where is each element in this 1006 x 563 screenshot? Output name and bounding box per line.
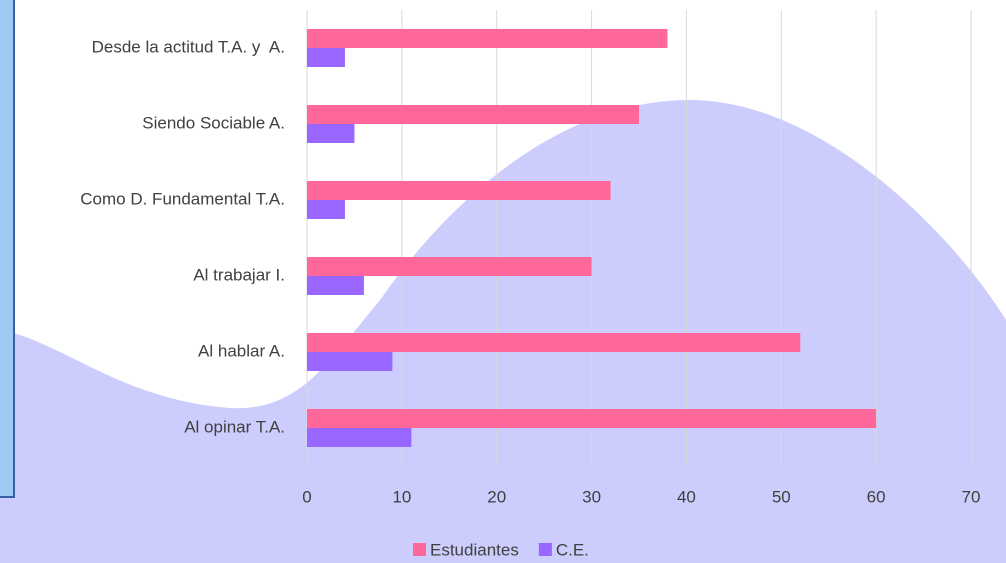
x-tick-label: 10 (392, 487, 411, 506)
x-tick-label: 70 (962, 487, 981, 506)
x-tick-label: 60 (867, 487, 886, 506)
bar (307, 48, 345, 67)
bar (307, 257, 592, 276)
x-tick-label: 50 (772, 487, 791, 506)
bar (307, 409, 877, 428)
y-tick-label: Como D. Fundamental T.A. (80, 189, 285, 208)
bar (307, 333, 801, 352)
bar (307, 276, 364, 295)
y-tick-label: Siendo Sociable A. (142, 113, 285, 132)
bar (307, 428, 412, 447)
bar (307, 124, 355, 143)
x-tick-label: 20 (487, 487, 506, 506)
legend-swatch (538, 543, 552, 556)
bar (307, 200, 345, 219)
legend-swatch (413, 543, 426, 556)
y-tick-label: Desde la actitud T.A. y A. (92, 37, 285, 56)
legend-label: C.E. (556, 540, 589, 559)
x-tick-label: 0 (302, 487, 311, 506)
bar (307, 352, 393, 371)
y-tick-label: Al hablar A. (198, 341, 285, 360)
y-tick-label: Al opinar T.A. (184, 417, 285, 436)
legend-label: Estudiantes (430, 540, 519, 559)
bar (307, 29, 668, 48)
x-tick-label: 40 (677, 487, 696, 506)
bar (307, 181, 611, 200)
background-wave (0, 100, 1006, 563)
side-panel (0, 0, 15, 498)
y-tick-label: Al trabajar I. (193, 265, 285, 284)
x-tick-label: 30 (582, 487, 601, 506)
bar (307, 105, 639, 124)
